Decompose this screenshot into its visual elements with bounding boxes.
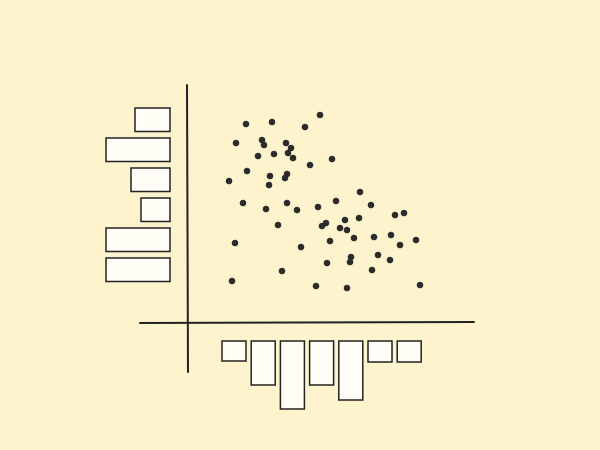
point xyxy=(232,139,240,147)
point xyxy=(258,136,266,144)
x-hist-bar xyxy=(221,340,247,362)
point xyxy=(370,233,378,241)
point xyxy=(316,111,324,119)
point xyxy=(312,282,320,290)
point xyxy=(387,231,395,239)
point xyxy=(228,277,236,285)
x-hist-bar xyxy=(250,340,276,386)
point xyxy=(314,203,322,211)
point xyxy=(278,267,286,275)
x-hist-bar xyxy=(279,340,306,410)
point xyxy=(416,281,424,289)
point xyxy=(318,222,326,230)
point xyxy=(350,234,358,242)
point xyxy=(282,139,290,147)
point xyxy=(274,221,282,229)
point xyxy=(266,172,274,180)
point xyxy=(328,155,336,163)
point xyxy=(287,144,295,152)
point xyxy=(374,251,382,259)
x-hist-bar xyxy=(396,340,422,363)
point xyxy=(242,120,250,128)
point xyxy=(367,201,375,209)
point xyxy=(391,211,399,219)
point xyxy=(231,239,239,247)
x-axis xyxy=(139,321,475,324)
point xyxy=(289,154,297,162)
point xyxy=(336,224,344,232)
point xyxy=(265,181,273,189)
point xyxy=(346,258,354,266)
point xyxy=(396,241,404,249)
point xyxy=(343,226,351,234)
point xyxy=(412,236,420,244)
y-axis xyxy=(186,84,189,373)
point xyxy=(343,284,351,292)
point xyxy=(283,199,291,207)
point xyxy=(306,161,314,169)
y-hist-bar xyxy=(130,167,171,193)
point xyxy=(293,206,301,214)
y-hist-bar xyxy=(105,137,171,163)
point xyxy=(400,209,408,217)
y-hist-bar xyxy=(105,227,171,253)
x-hist-bar xyxy=(367,340,393,363)
point xyxy=(260,141,268,149)
point xyxy=(368,266,376,274)
point xyxy=(323,259,331,267)
point xyxy=(284,149,292,157)
point xyxy=(243,167,251,175)
point xyxy=(297,243,305,251)
point xyxy=(326,237,334,245)
point xyxy=(386,256,394,264)
point xyxy=(262,205,270,213)
x-hist-bar xyxy=(338,340,364,401)
point xyxy=(239,199,247,207)
y-hist-bar xyxy=(140,197,171,223)
point xyxy=(281,174,289,182)
point xyxy=(332,197,340,205)
point xyxy=(268,118,276,126)
point xyxy=(270,150,278,158)
point xyxy=(341,216,349,224)
y-hist-bar xyxy=(105,257,171,283)
point xyxy=(301,123,309,131)
point xyxy=(225,177,233,185)
y-hist-bar xyxy=(134,107,171,133)
point xyxy=(355,214,363,222)
point xyxy=(356,188,364,196)
point xyxy=(254,152,262,160)
point xyxy=(347,253,355,261)
x-hist-bar xyxy=(308,340,335,386)
